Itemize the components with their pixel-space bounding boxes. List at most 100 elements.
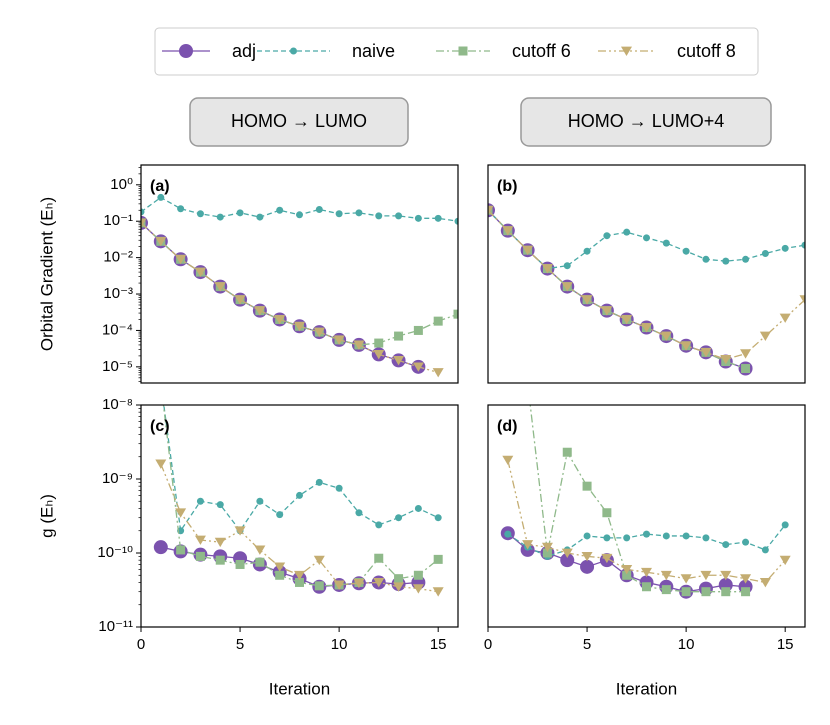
marker (660, 570, 672, 581)
y-tick-label: 10⁻⁵ (102, 358, 133, 375)
marker (603, 232, 611, 240)
marker (157, 193, 165, 201)
marker (295, 577, 304, 587)
marker (720, 570, 732, 581)
marker (453, 309, 458, 319)
marker (541, 542, 553, 553)
marker (702, 534, 710, 542)
marker (335, 210, 343, 218)
marker (214, 282, 226, 292)
marker (194, 535, 206, 545)
marker (682, 247, 690, 255)
y-tick-label: 10⁻⁴ (102, 321, 133, 338)
marker (296, 211, 303, 219)
y-tick-label: 10⁻² (103, 249, 133, 266)
marker (256, 213, 264, 221)
marker (141, 218, 147, 228)
marker (196, 497, 204, 505)
y-tick-label: 10⁻¹ (103, 212, 133, 229)
marker (621, 565, 633, 575)
marker (580, 559, 595, 574)
marker (395, 212, 403, 220)
series-line (507, 524, 786, 558)
axes-frame (140, 164, 459, 384)
x-tick-label: 15 (430, 636, 447, 653)
marker (195, 551, 205, 561)
marker (413, 570, 423, 580)
marker (541, 264, 553, 274)
column-header: HOMO → LUMO (231, 111, 367, 131)
marker (623, 534, 631, 542)
x-axis-label: Iteration (269, 679, 330, 698)
y-tick-label: 10⁻⁹ (102, 470, 133, 487)
panel-label: (b) (497, 178, 517, 195)
marker (602, 508, 612, 518)
marker (433, 316, 443, 326)
y-tick-label: 10⁰ (110, 176, 133, 193)
marker (642, 582, 651, 592)
marker (177, 205, 185, 213)
marker (434, 514, 442, 522)
y-tick-label: 10⁻¹⁰ (97, 544, 133, 561)
marker (412, 584, 424, 594)
marker (315, 478, 323, 486)
marker (581, 295, 593, 305)
marker (621, 315, 633, 325)
marker (276, 511, 284, 519)
marker (255, 557, 265, 567)
marker (335, 484, 343, 492)
marker (254, 545, 266, 555)
marker (314, 581, 324, 591)
marker (741, 364, 751, 374)
marker (236, 209, 244, 217)
column-header-box (189, 97, 409, 147)
marker (561, 548, 573, 558)
marker (274, 562, 286, 572)
plot-area (153, 405, 444, 597)
marker (414, 504, 422, 512)
marker (296, 491, 303, 499)
marker (254, 306, 266, 316)
marker (581, 551, 593, 562)
marker (375, 521, 383, 529)
marker (433, 554, 443, 564)
marker (681, 587, 691, 597)
marker (374, 338, 384, 348)
marker (413, 325, 423, 335)
legend-label: naive (352, 41, 395, 61)
marker (355, 509, 363, 517)
marker (141, 208, 145, 216)
marker (502, 455, 514, 466)
marker (153, 540, 168, 555)
marker (294, 570, 305, 581)
marker (395, 514, 403, 522)
marker (274, 315, 286, 325)
marker (680, 574, 692, 584)
series-line (488, 209, 805, 361)
x-axis-label: Iteration (616, 679, 677, 698)
marker (740, 574, 752, 584)
marker (502, 226, 514, 236)
marker (623, 228, 631, 236)
panel-label: (d) (497, 418, 517, 435)
marker (799, 295, 805, 305)
marker (720, 355, 732, 365)
marker (412, 362, 424, 372)
marker (234, 526, 246, 536)
axes-frame (487, 164, 806, 384)
marker (779, 313, 791, 323)
marker (235, 559, 245, 569)
marker (275, 570, 285, 580)
marker (601, 306, 613, 316)
marker (175, 508, 187, 518)
marker (661, 585, 671, 595)
marker (542, 548, 552, 558)
marker (741, 587, 751, 597)
marker (313, 555, 325, 566)
plot-area (500, 405, 791, 599)
marker (742, 255, 750, 263)
marker (333, 335, 345, 345)
legend-marker (290, 47, 297, 55)
marker (353, 578, 365, 589)
axes-frame (140, 404, 459, 628)
